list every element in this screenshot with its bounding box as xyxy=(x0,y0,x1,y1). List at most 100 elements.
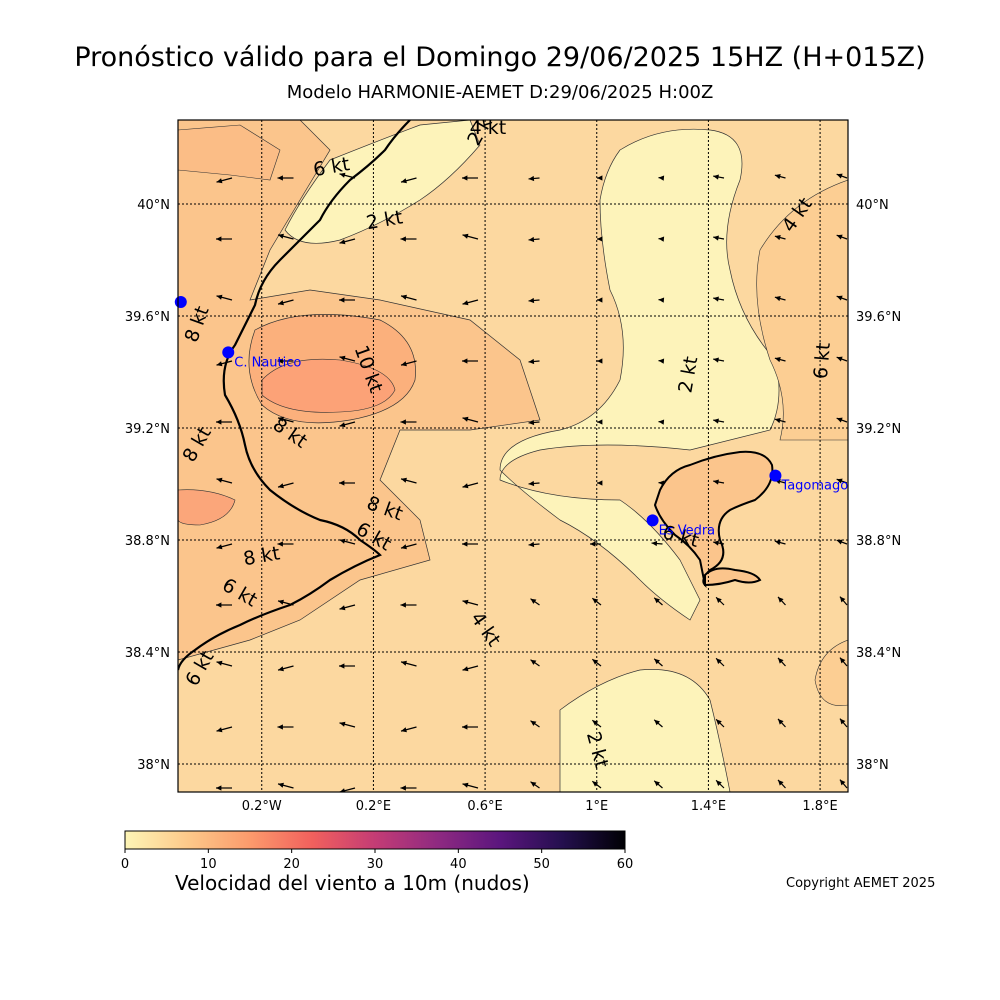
wind-arrow-head xyxy=(401,361,407,367)
wind-arrow-head xyxy=(277,358,283,364)
wind-arrow-head xyxy=(277,541,283,547)
colorbar-tick-label: 20 xyxy=(283,857,300,872)
colorbar-tick-label: 60 xyxy=(617,857,634,872)
station-marker[interactable] xyxy=(174,296,187,308)
wind-arrow-head xyxy=(654,719,660,726)
colorbar-tick-label: 30 xyxy=(367,857,384,872)
colorbar-tick-label: 50 xyxy=(533,857,550,872)
wind-arrows xyxy=(216,172,909,792)
wind-arrow-head xyxy=(899,295,905,300)
axis-tick-labels: 0.2°W 0.2°E 0.6°E 1°E 1.4°E 1.8°E 38°N 38°N 38.4… xyxy=(125,198,901,814)
wind-arrow-head xyxy=(899,173,905,178)
lat-tick-label-left: 38°N xyxy=(137,758,170,773)
wind-arrow-head xyxy=(530,781,537,787)
wind-arrow-head xyxy=(339,721,346,727)
wind-arrow-head xyxy=(528,541,535,548)
wind-arrow-head xyxy=(528,236,535,243)
wind-arrow-head xyxy=(839,779,846,786)
wind-arrow-shaft xyxy=(899,356,909,361)
wind-arrow-head xyxy=(528,419,535,426)
wind-arrow-head xyxy=(654,780,660,787)
formentera-island[interactable] xyxy=(704,567,762,587)
wind-arrow-head xyxy=(216,361,223,367)
wind-arrow-head xyxy=(278,233,284,239)
wind-arrow-head xyxy=(597,297,603,303)
wind-arrow-head xyxy=(836,356,843,362)
wind-arrow-shaft xyxy=(902,657,909,666)
wind-arrow-head xyxy=(462,724,468,730)
colorbar-tick-label: 0 xyxy=(121,857,129,872)
wind-arrow-head xyxy=(462,358,468,364)
wind-arrow-head xyxy=(530,659,537,665)
wind-arrow-head xyxy=(278,300,284,306)
wind-arrow-head xyxy=(216,727,223,733)
wind-arrow-head xyxy=(400,785,406,791)
graticule xyxy=(178,120,848,792)
copyright-text: Copyright AEMET 2025 xyxy=(786,876,936,891)
ibiza-island[interactable] xyxy=(653,450,774,589)
lat-tick-label-left: 40°N xyxy=(137,198,170,213)
wind-arrow-shaft xyxy=(899,295,909,300)
lat-tick-label-right: 40°N xyxy=(856,198,889,213)
lat-tick-label-right: 39.6°N xyxy=(856,310,901,325)
wind-arrow-head xyxy=(400,419,406,425)
wind-arrow-head xyxy=(400,602,406,608)
lat-tick-label-right: 39.2°N xyxy=(856,422,901,437)
wind-arrow-head xyxy=(592,781,599,787)
colorbar-tick-label: 40 xyxy=(450,857,467,872)
colorbar-ticks: 0 10 20 30 40 50 60 xyxy=(121,849,633,872)
wind-arrow-head xyxy=(658,236,665,242)
wind-arrow-head xyxy=(774,174,781,180)
wind-arrow-head xyxy=(216,419,222,425)
wind-zone-2kt-north xyxy=(284,120,481,244)
station-marker[interactable] xyxy=(222,346,235,359)
lat-tick-label-right: 38°N xyxy=(856,758,889,773)
wind-arrow-head xyxy=(278,782,284,788)
wind-arrow-head xyxy=(597,419,603,425)
wind-arrow-head xyxy=(216,544,223,550)
station-marker[interactable] xyxy=(769,469,782,482)
wind-arrow-head xyxy=(401,727,407,733)
wind-arrow-head xyxy=(592,598,599,604)
wind-arrow-head xyxy=(216,236,222,242)
wind-arrow-shaft xyxy=(902,718,909,727)
wind-arrow-head xyxy=(216,660,223,666)
wind-arrow-head xyxy=(716,658,722,664)
colorbar-gradient xyxy=(124,830,626,850)
wind-arrow-head xyxy=(836,173,843,179)
wind-arrow-head xyxy=(462,666,469,672)
wind-arrow-head xyxy=(777,718,784,725)
wind-arrow-head xyxy=(713,235,719,241)
wind-arrow-head xyxy=(839,657,846,664)
wind-arrow-head xyxy=(658,358,665,364)
wind-arrow-head xyxy=(401,660,407,666)
wind-arrow-head xyxy=(339,239,346,245)
lat-tick-label-left: 39.2°N xyxy=(125,422,170,437)
wind-arrow-head xyxy=(278,416,284,422)
lon-tick-label: 1.8°E xyxy=(802,799,837,814)
wind-arrow-head xyxy=(716,597,722,603)
station-marker[interactable] xyxy=(646,514,659,527)
wind-arrow-head xyxy=(654,597,660,604)
map-frame xyxy=(177,119,849,793)
wind-arrow-head xyxy=(902,779,907,785)
wind-arrow-head xyxy=(899,478,905,483)
wind-arrow-head xyxy=(658,480,665,486)
lon-tick-label: 1°E xyxy=(585,799,608,814)
wind-arrow-head xyxy=(899,234,905,239)
wind-speed-field xyxy=(178,120,848,792)
wind-arrow-head xyxy=(774,418,781,424)
wind-arrow-head xyxy=(462,782,469,788)
wind-arrow-head xyxy=(462,483,469,489)
wind-arrow-head xyxy=(462,599,469,605)
wind-arrow-shaft xyxy=(899,173,909,178)
contour-label: 6 kt xyxy=(810,342,835,380)
wind-arrow-head xyxy=(597,236,603,242)
wind-arrow-shaft xyxy=(902,596,909,605)
lat-tick-label-right: 38.8°N xyxy=(856,534,901,549)
wind-arrow-head xyxy=(839,596,846,603)
wind-arrow-head xyxy=(836,295,843,301)
wind-arrow-head xyxy=(339,172,346,178)
wind-arrow-head xyxy=(658,297,665,303)
